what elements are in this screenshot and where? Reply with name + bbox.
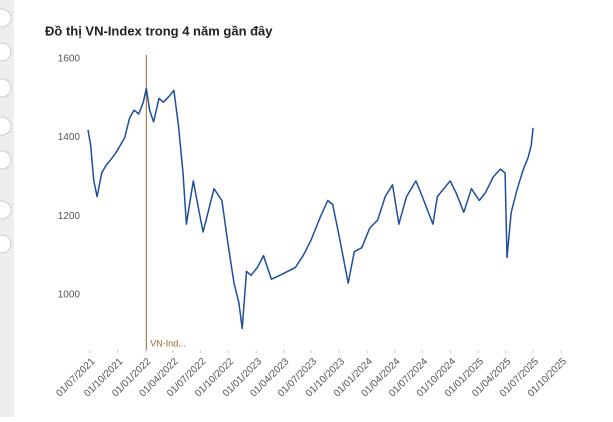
series-line	[87, 87, 534, 330]
annotation-label: VN-Ind...	[150, 338, 186, 348]
y-tick-label: 1400	[58, 132, 81, 143]
toolbar-buttons[interactable]	[0, 8, 12, 254]
y-tick-label: 1200	[58, 211, 81, 222]
y-tick-label: 1600	[58, 54, 81, 65]
card	[22, 0, 613, 417]
y-tick-label: 1000	[58, 290, 81, 301]
chart-title: Đồ thị VN-Index trong 4 năm gần đây	[45, 23, 273, 38]
